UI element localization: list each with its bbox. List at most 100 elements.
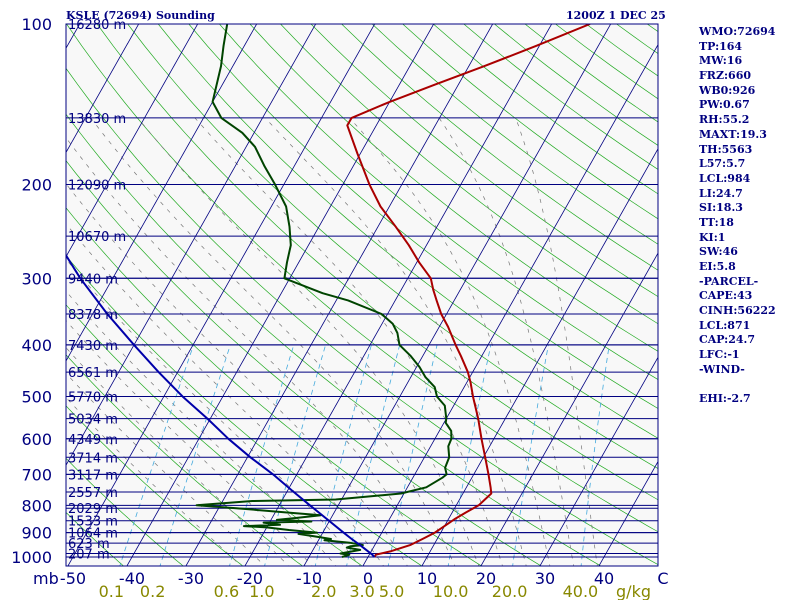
dry-adiabat bbox=[66, 405, 244, 566]
dry-adiabat bbox=[310, 24, 658, 298]
index-item: TT:18 bbox=[699, 215, 734, 229]
dry-adiabat bbox=[66, 457, 184, 566]
index-item: TP:164 bbox=[699, 39, 743, 53]
index-item: CINH:56222 bbox=[699, 304, 776, 318]
index-item: FRZ:660 bbox=[699, 69, 752, 83]
isobars bbox=[66, 24, 658, 558]
dry-adiabat bbox=[66, 255, 423, 566]
mixing-ratio-label: 10.0 bbox=[433, 582, 469, 600]
dry-adiabats bbox=[66, 24, 658, 566]
dry-adiabat bbox=[66, 511, 125, 566]
dry-adiabat bbox=[66, 304, 363, 566]
temperature-tick-label: -10 bbox=[296, 569, 322, 588]
station-title: KSLE (72694) Sounding bbox=[66, 9, 215, 22]
dry-adiabat bbox=[280, 24, 658, 325]
isotherm bbox=[185, 24, 494, 566]
isotherm bbox=[480, 252, 658, 566]
dry-adiabat bbox=[66, 160, 542, 566]
pressure-unit-label: mb bbox=[33, 569, 59, 588]
isotherm bbox=[244, 24, 553, 566]
isotherm bbox=[421, 148, 658, 566]
index-item: L57:5.7 bbox=[699, 157, 746, 171]
index-item: TH:5563 bbox=[699, 142, 753, 156]
isotherm bbox=[66, 24, 140, 154]
index-item: -PARCEL- bbox=[699, 274, 759, 288]
height-label: 3117 m bbox=[68, 468, 118, 483]
index-item: SW:46 bbox=[699, 245, 738, 259]
pressure-tick-label: 900 bbox=[21, 524, 52, 543]
pressure-tick-label: 100 bbox=[21, 15, 52, 34]
temperature-tick-label: 0 bbox=[363, 569, 373, 588]
height-label: 207 m bbox=[68, 548, 110, 563]
height-label: 2557 m bbox=[68, 486, 118, 501]
mixing-ratio-label: 1.0 bbox=[249, 582, 274, 600]
index-item: LCL:871 bbox=[699, 318, 751, 332]
temperature-tick-label: -40 bbox=[119, 569, 145, 588]
pressure-tick-label: 500 bbox=[21, 388, 52, 407]
index-item: EHI:-2.7 bbox=[699, 392, 751, 406]
height-label: 5034 m bbox=[68, 413, 118, 428]
mixing-ratio-line bbox=[314, 344, 372, 566]
height-label: 2029 m bbox=[68, 502, 118, 517]
temperature-tick-label: 30 bbox=[535, 569, 555, 588]
index-item: SI:18.3 bbox=[699, 201, 743, 215]
pressure-tick-label: 400 bbox=[21, 336, 52, 355]
isotherm bbox=[303, 24, 612, 566]
pressure-tick-label: 300 bbox=[21, 269, 52, 288]
index-item: LCL:984 bbox=[699, 171, 751, 185]
height-label: 6561 m bbox=[68, 366, 118, 381]
pressure-tick-label: 800 bbox=[21, 496, 52, 515]
height-label: 4349 m bbox=[68, 433, 118, 448]
dry-adiabat bbox=[341, 24, 658, 271]
temperature-line bbox=[346, 24, 591, 558]
pressure-tick-label: 200 bbox=[21, 175, 52, 194]
mixing-ratio-label: g/kg bbox=[616, 582, 651, 600]
index-item bbox=[699, 378, 776, 393]
index-item: EI:5.8 bbox=[699, 260, 736, 273]
index-item: RH:55.2 bbox=[699, 113, 750, 127]
dry-adiabat bbox=[188, 24, 658, 409]
height-label: 13830 m bbox=[68, 112, 126, 127]
pressure-tick-label: 700 bbox=[21, 465, 52, 484]
height-label: 5770 m bbox=[68, 391, 118, 406]
dry-adiabat bbox=[66, 354, 304, 566]
dry-adiabat bbox=[127, 24, 658, 469]
height-label: 623 m bbox=[68, 537, 110, 552]
isotherm bbox=[66, 24, 199, 258]
index-item: CAPE:43 bbox=[699, 289, 753, 303]
mixing-ratio-label: 40.0 bbox=[563, 582, 599, 600]
mixing-ratio-line bbox=[119, 344, 194, 566]
index-item: PW:0.67 bbox=[699, 98, 750, 112]
mixing-ratio-lines bbox=[119, 344, 610, 566]
mixing-ratio-label: 0.6 bbox=[214, 582, 239, 600]
dry-adiabat bbox=[66, 24, 658, 533]
dry-adiabat bbox=[219, 24, 658, 380]
dry-adiabat bbox=[157, 24, 658, 439]
isotherm bbox=[126, 24, 435, 566]
isotherm bbox=[598, 460, 658, 566]
index-item: MW:16 bbox=[699, 54, 743, 68]
plot-frame bbox=[65, 23, 659, 567]
temperature-tick-label: 10 bbox=[417, 569, 437, 588]
isotherm bbox=[362, 43, 658, 566]
mixing-ratio-label: 5.0 bbox=[379, 582, 404, 600]
height-label: 1533 m bbox=[68, 515, 118, 530]
dry-adiabat bbox=[371, 24, 658, 245]
index-item: WMO:72694 bbox=[699, 25, 776, 38]
isotherm bbox=[539, 356, 658, 566]
index-item: KI:1 bbox=[699, 230, 726, 244]
temperature-tick-label: -30 bbox=[178, 569, 204, 588]
temperature-tick-label: 40 bbox=[594, 569, 614, 588]
mixing-ratio-line bbox=[229, 344, 295, 566]
index-item: -WIND- bbox=[699, 362, 745, 376]
temperature-tick-label: C bbox=[657, 569, 668, 588]
pressure-tick-label: 1000 bbox=[11, 548, 52, 567]
index-item: LFC:-1 bbox=[699, 348, 740, 362]
height-label: 16280 m bbox=[68, 18, 126, 33]
index-list: WMO:72694 TP:164 MW:16 FRZ:660 WB0:926 PW:0.6… bbox=[699, 25, 776, 407]
temperature-tick-label: -20 bbox=[237, 569, 263, 588]
index-item: WB0:926 bbox=[699, 83, 756, 97]
isotherm bbox=[66, 24, 317, 466]
